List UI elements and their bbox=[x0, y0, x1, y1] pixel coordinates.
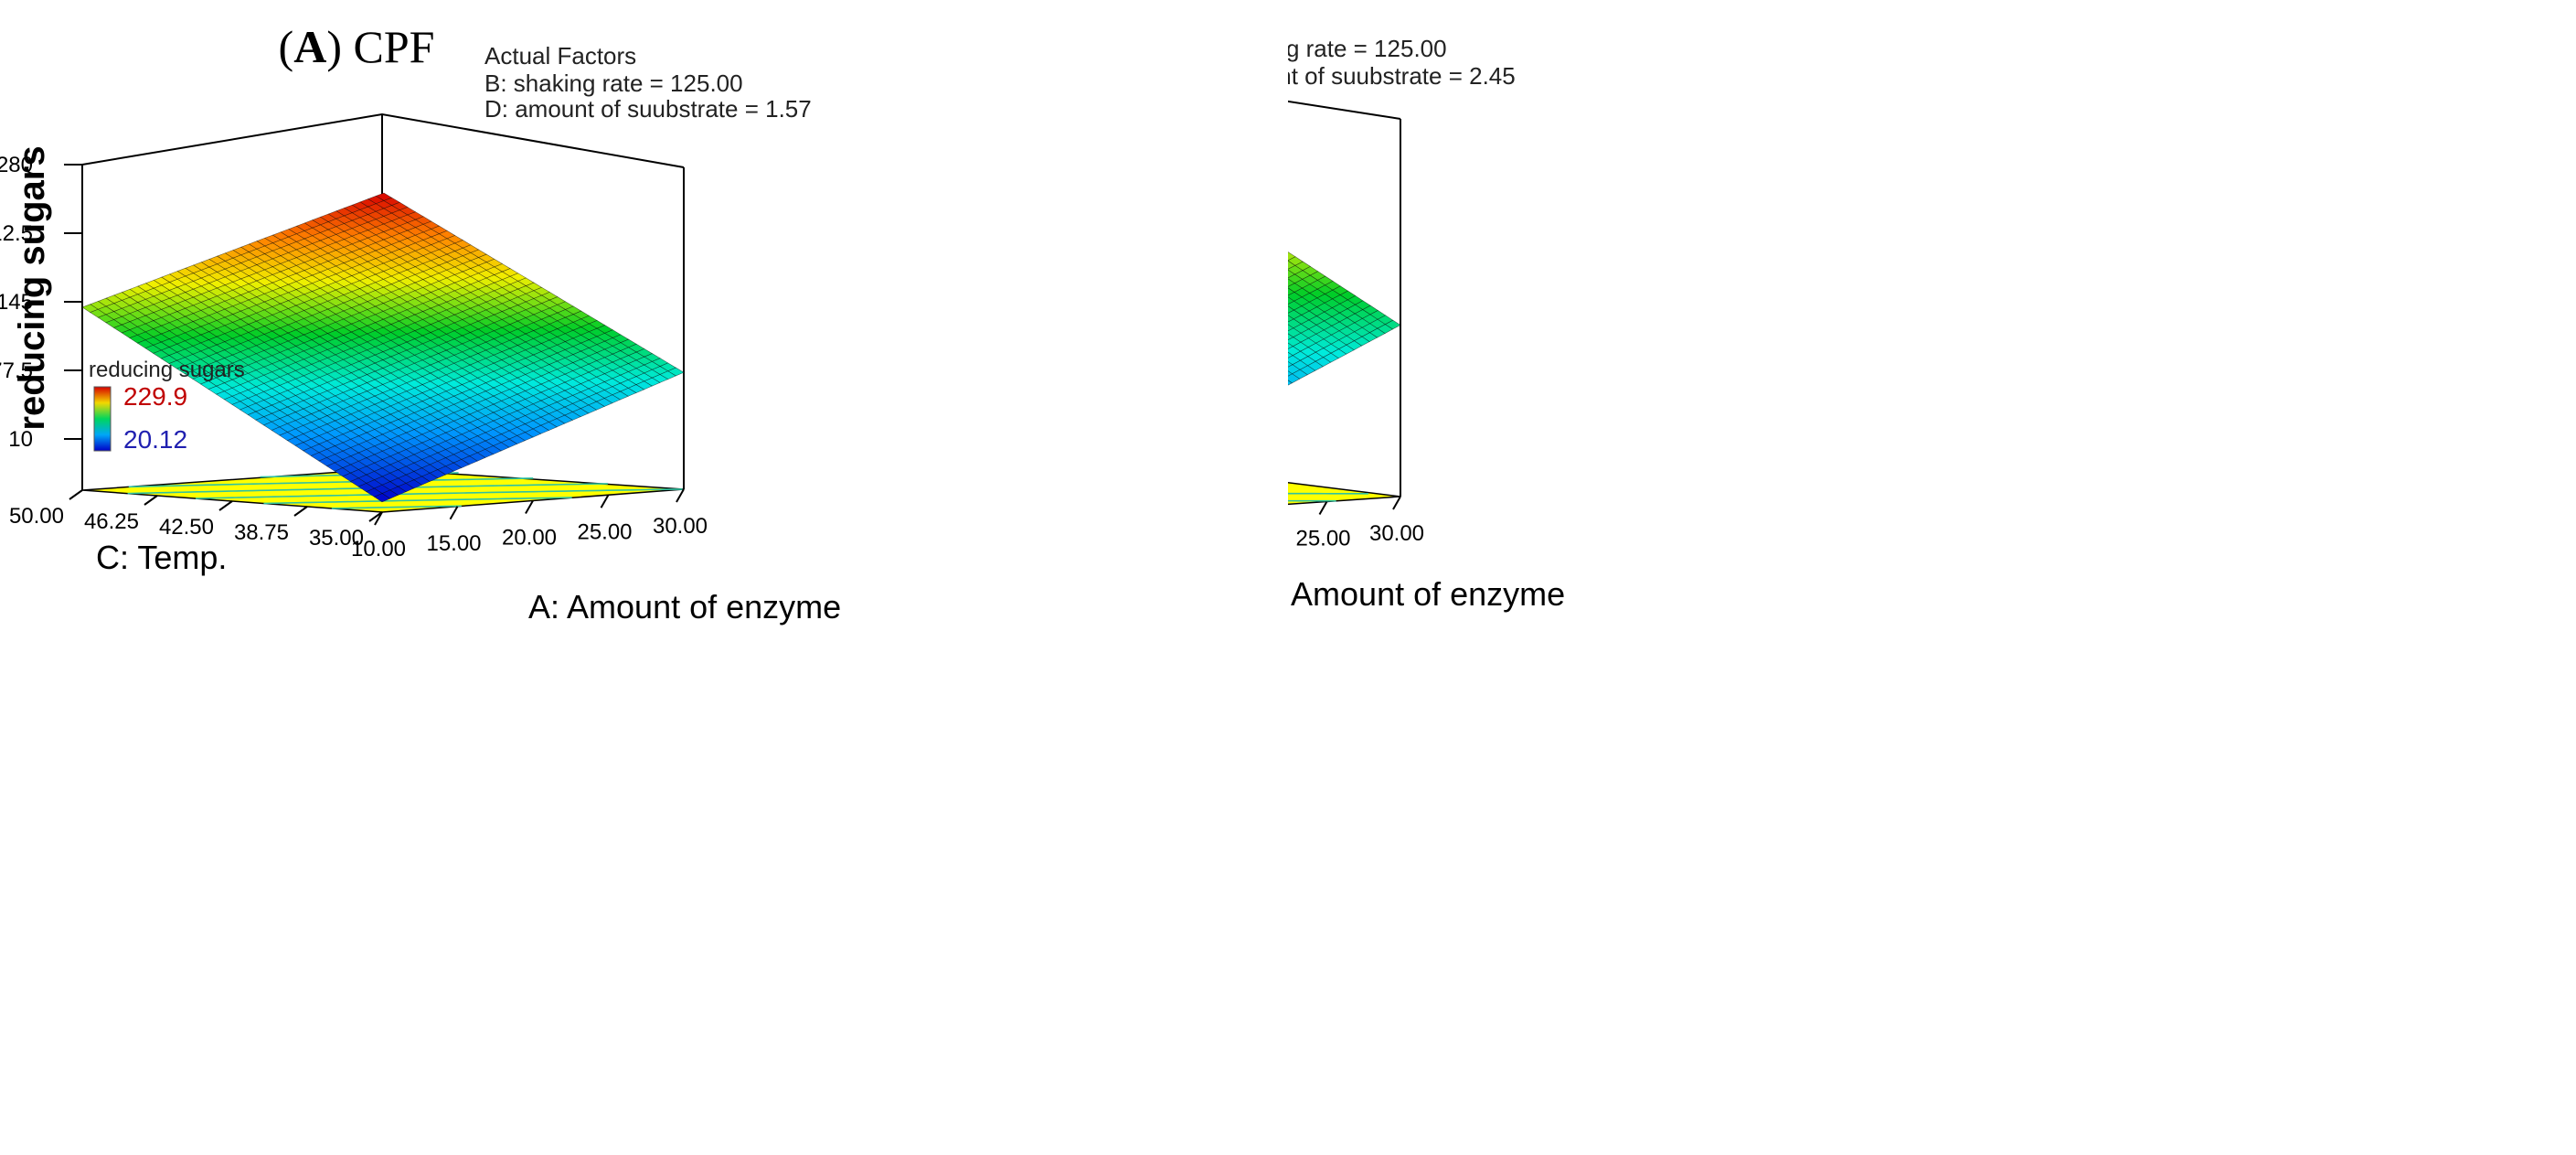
x-tick-mark bbox=[449, 506, 459, 520]
floor-contour-line bbox=[331, 505, 462, 509]
surface-plot-b: (B) CPFNB: shaking rate = 125.00D: amoun… bbox=[1288, 35, 1565, 613]
x-tick-mark bbox=[525, 500, 534, 514]
y-tick-label: 50.00 bbox=[9, 504, 64, 529]
surface-cell bbox=[1288, 380, 1293, 386]
box-top-edge bbox=[1288, 100, 1401, 120]
response-surface-b bbox=[1288, 251, 1401, 386]
title-paren-open: ( bbox=[279, 21, 294, 72]
response-surface-a bbox=[81, 192, 685, 503]
factor-line: B: shaking rate = 125.00 bbox=[484, 70, 743, 97]
title-panel-letter: A bbox=[293, 21, 326, 72]
x-tick-mark bbox=[1392, 496, 1401, 510]
z-tick-label: 77.5 bbox=[0, 358, 33, 383]
y-axis-title: C: Temp. bbox=[96, 539, 227, 576]
title-panel-name: CPF bbox=[353, 21, 434, 72]
x-tick-label: 10.00 bbox=[351, 537, 406, 561]
x-axis-title: A: Amount of enzyme bbox=[1288, 575, 1565, 613]
factor-line: D: amount of suubstrate = 1.57 bbox=[484, 95, 812, 123]
factor-line: B: shaking rate = 125.00 bbox=[1288, 35, 1447, 62]
z-tick-label: 145 bbox=[0, 290, 33, 315]
legend-min-value: 20.12 bbox=[123, 425, 187, 454]
z-tick-label: 10 bbox=[8, 427, 33, 452]
z-tick-label: 280 bbox=[0, 153, 33, 177]
x-tick-mark bbox=[600, 494, 610, 508]
y-tick-mark bbox=[144, 495, 158, 506]
x-tick-label: 25.00 bbox=[1295, 527, 1350, 551]
y-tick-label: 46.25 bbox=[84, 509, 139, 534]
chart-title-a: (A) CPF bbox=[279, 21, 435, 72]
box-top-edge bbox=[81, 112, 685, 168]
y-tick-mark bbox=[293, 506, 308, 517]
y-tick-label: 42.50 bbox=[159, 515, 214, 540]
x-tick-mark bbox=[374, 511, 383, 526]
y-tick-label: 38.75 bbox=[234, 520, 289, 545]
chart-panel-a: (A) CPF Actual Factors B: shaking rate = 1… bbox=[0, 21, 841, 626]
y-tick-mark bbox=[218, 500, 233, 511]
y-tick-label: 35.00 bbox=[309, 526, 364, 551]
z-tick-label: 212.5 bbox=[0, 221, 33, 246]
legend-max-value: 229.9 bbox=[123, 382, 187, 411]
x-tick-label: 30.00 bbox=[1369, 521, 1424, 546]
surface-cell bbox=[1288, 373, 1301, 384]
x-axis-title: A: Amount of enzyme bbox=[528, 588, 841, 626]
z-axis-title: reducing sugars bbox=[12, 145, 52, 430]
x-tick-label: 20.00 bbox=[502, 526, 557, 551]
title-paren-close: ) bbox=[326, 21, 353, 72]
y-tick-mark bbox=[69, 489, 83, 500]
chart-panel-b: (B) CPFNB: shaking rate = 125.00D: amoun… bbox=[1288, 0, 2576, 1155]
x-tick-label: 25.00 bbox=[577, 519, 632, 544]
x-tick-label: 15.00 bbox=[426, 531, 481, 556]
y-tick-mark bbox=[368, 511, 383, 522]
x-tick-mark bbox=[1318, 501, 1328, 515]
x-tick-mark bbox=[676, 488, 685, 503]
x-tick-label: 30.00 bbox=[653, 514, 708, 539]
factor-line: D: amount of suubstrate = 2.45 bbox=[1288, 62, 1516, 90]
surface-cell bbox=[373, 493, 391, 503]
floor-contour-line bbox=[263, 497, 572, 505]
floor-contour-line bbox=[128, 477, 534, 488]
legend-title: reducing sugars bbox=[89, 358, 245, 382]
floor-contour-plane bbox=[1288, 481, 1401, 506]
legend-colorbar bbox=[93, 386, 112, 452]
floor-contour-line bbox=[1288, 499, 1336, 502]
floor-contour-line bbox=[196, 488, 683, 499]
factors-header: Actual Factors bbox=[484, 42, 636, 70]
